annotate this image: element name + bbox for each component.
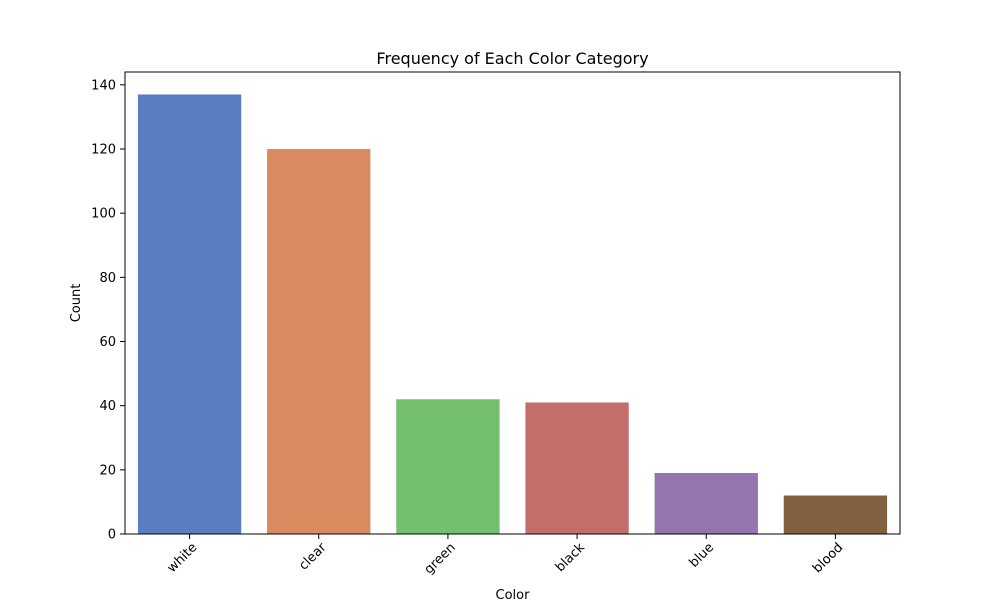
chart-title: Frequency of Each Color Category xyxy=(376,49,648,68)
plot-frame xyxy=(124,71,901,535)
bar-black xyxy=(525,402,629,534)
x-tick-label: black xyxy=(553,540,588,575)
bars-group xyxy=(137,94,888,534)
x-tick-label: green xyxy=(422,540,459,577)
bar-white xyxy=(137,94,242,534)
x-axis: white clear green black blue blood xyxy=(165,534,846,577)
y-axis: 0 20 40 60 80 100 120 140 xyxy=(91,78,125,543)
x-tick-label: blood xyxy=(810,540,846,576)
bar-clear xyxy=(267,149,371,534)
y-tick-label: 20 xyxy=(99,463,116,478)
x-axis-title: Color xyxy=(496,588,531,600)
bar-blood xyxy=(783,495,888,534)
x-tick-label: white xyxy=(165,540,201,576)
x-tick-label: blue xyxy=(687,540,717,570)
bar-green xyxy=(396,399,500,534)
y-tick-label: 0 xyxy=(108,528,116,543)
y-tick-label: 60 xyxy=(99,335,116,350)
y-tick-label: 140 xyxy=(91,78,116,93)
y-tick-label: 80 xyxy=(99,271,116,286)
y-axis-title: Count xyxy=(69,284,84,323)
bar-blue xyxy=(654,473,758,534)
y-tick-label: 100 xyxy=(91,207,116,222)
y-tick-label: 40 xyxy=(99,399,116,414)
x-tick-label: clear xyxy=(296,540,330,574)
y-tick-label: 120 xyxy=(91,143,116,158)
